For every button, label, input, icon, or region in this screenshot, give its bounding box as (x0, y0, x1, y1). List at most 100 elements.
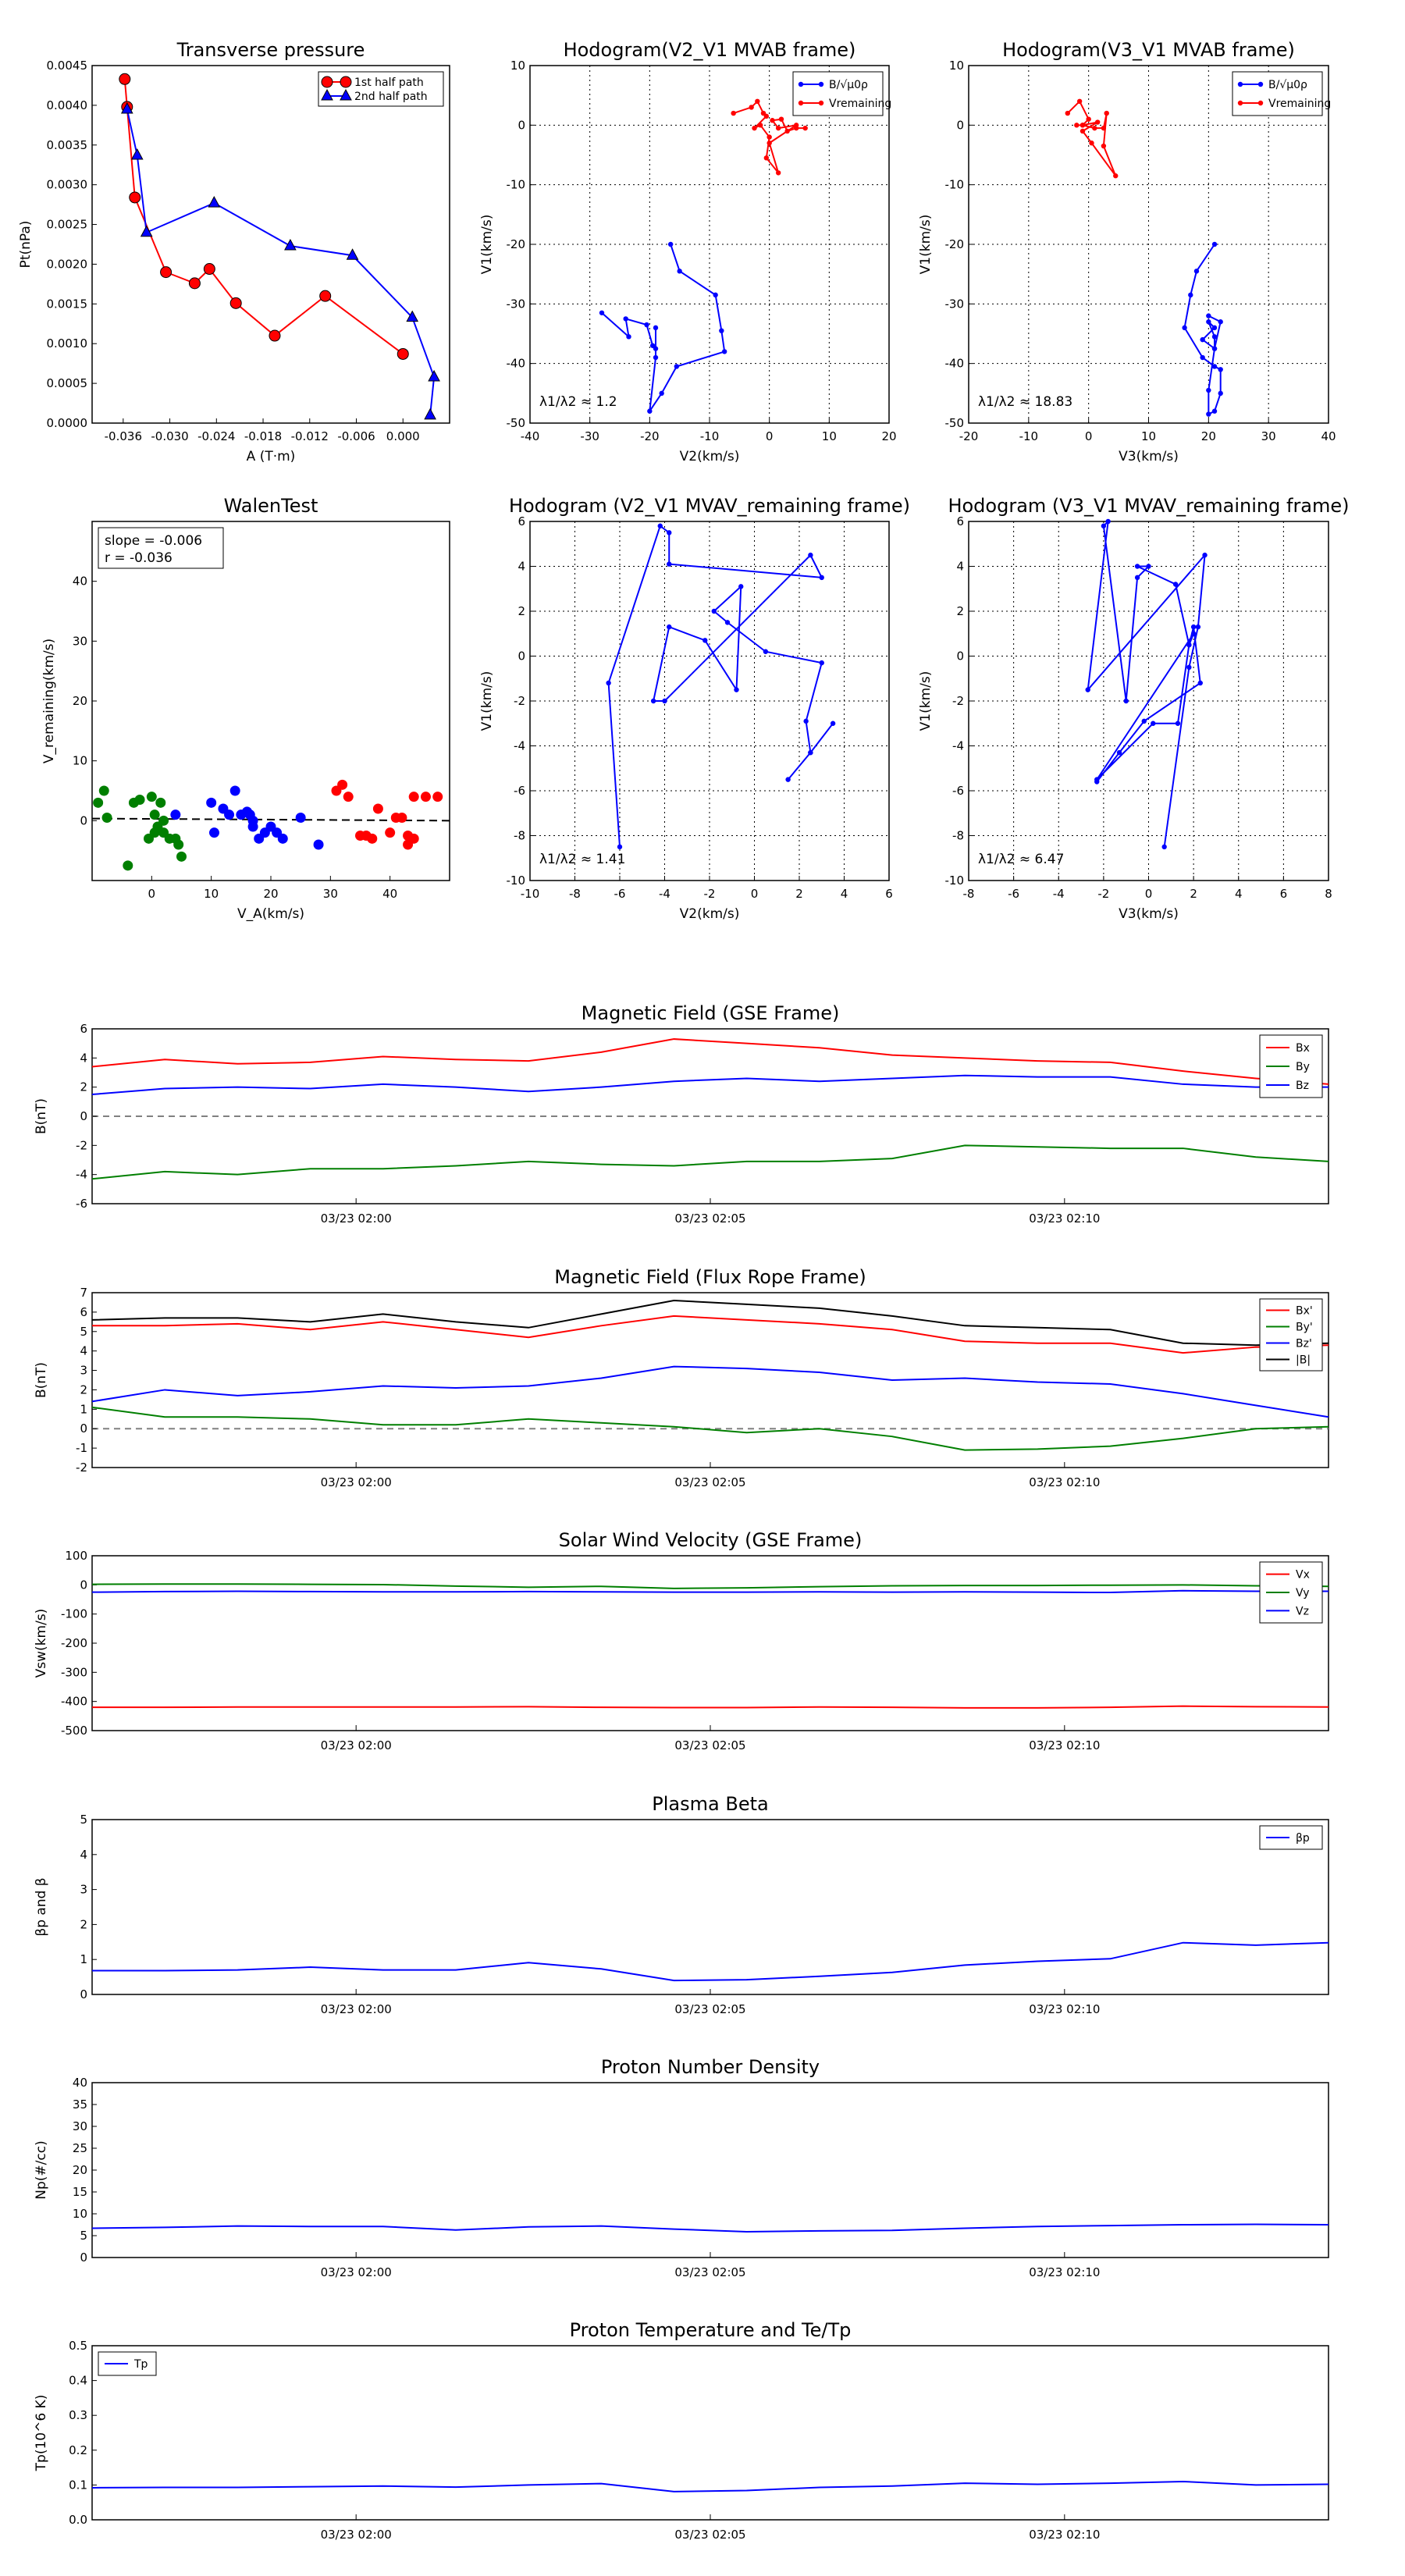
plasma_beta-xtick-label: 03/23 02:05 (674, 2002, 745, 2016)
mag_flux_rope-legend-label: Bx' (1296, 1305, 1313, 1318)
hodogram_v2_v1_mvav-point (606, 680, 611, 686)
hodogram_v2_v1_mvav-point (819, 575, 824, 581)
plasma_beta-ytick-label: 2 (80, 1917, 87, 1931)
mag_flux_rope-panel: -2 -1 0 1 2 3 4 5 6 7 03/23 02:00 03/23 02:05 03/23 … (34, 1266, 1329, 1489)
mag_gse-ytick-label: 6 (80, 1022, 87, 1036)
walen_test-ytick-label: 0 (80, 813, 87, 827)
hodogram_v2_v1_mvab-annotation: λ1/λ2 ≈ 1.2 (539, 394, 617, 410)
proton_temperature-xtick-label: 03/23 02:05 (674, 2528, 745, 2542)
transverse_pressure-legend-marker (340, 88, 352, 101)
hodogram_v3_v1_mvab-xtick-label: 30 (1261, 429, 1276, 443)
hodogram_v2_v1_mvav-point (830, 720, 836, 726)
hodogram_v3_v1_mvab-xtick-label: 0 (1085, 429, 1093, 443)
sw_velocity-legend-label: Vz (1296, 1605, 1309, 1617)
hodogram_v2_v1_mvab-point (649, 343, 656, 348)
hodogram_v2_v1_mvab-title: Hodogram(V2_V1 MVAB frame) (564, 39, 856, 61)
hodogram_v3_v1_mvab-xtick-label: -20 (959, 429, 979, 443)
proton_density-title: Proton Number Density (601, 2056, 820, 2078)
transverse_pressure-point (269, 329, 281, 342)
hodogram_v3_v1_mvav-point (1161, 844, 1167, 850)
hodogram_v3_v1_mvab-point (1076, 98, 1083, 104)
hodogram_v3_v1_mvav-point (1190, 631, 1197, 636)
proton_density-xtick-label: 03/23 02:00 (321, 2265, 392, 2279)
plasma_beta-panel: 0 1 2 3 4 5 03/23 02:00 03/23 02:05 03/23 02:10 P… (34, 1793, 1329, 2016)
hodogram_v2_v1_mvab-legend (792, 71, 884, 116)
hodogram_v3_v1_mvab-point (1089, 141, 1094, 146)
mag_flux_rope-xtick-label: 03/23 02:10 (1029, 1475, 1100, 1489)
walen_test-point (173, 839, 184, 850)
transverse_pressure-ytick-label: 0.0025 (47, 218, 88, 232)
transverse_pressure-point (130, 148, 144, 160)
hodogram_v3_v1_mvav-ytick-label: -2 (952, 694, 964, 708)
mag_gse-ytick-label: 4 (80, 1051, 87, 1065)
walen_test-point (372, 803, 383, 814)
hodogram_v3_v1_mvav-ylabel: V1(km/s) (918, 671, 934, 731)
walen_test-xtick-label: 10 (204, 887, 219, 901)
transverse_pressure-point (160, 266, 173, 279)
hodogram_v3_v1_mvav-point (1195, 624, 1201, 630)
transverse_pressure-xtick-label: -0.006 (337, 429, 375, 443)
walen_test-point (158, 827, 169, 838)
hodogram_v2_v1_mvav-ytick-label: 4 (518, 560, 525, 574)
hodogram_v2_v1_mvav-point (738, 584, 744, 589)
hodogram_v2_v1_mvav-point (803, 718, 809, 724)
walen_test-point (123, 860, 133, 871)
hodogram_v3_v1_mvav-point (1197, 680, 1203, 686)
transverse_pressure-point (428, 369, 440, 382)
hodogram_v3_v1_mvav-point (1202, 552, 1208, 558)
hodogram_v3_v1_mvab-legend-marker (1237, 81, 1243, 87)
hodogram_v3_v1_mvab-legend (1232, 71, 1323, 116)
hodogram_v2_v1_mvab-point (623, 316, 628, 322)
hodogram_v2_v1_mvav-xtick-label: -4 (659, 887, 670, 901)
hodogram_v3_v1_mvab-title: Hodogram(V3_V1 MVAB frame) (1002, 39, 1295, 61)
transverse_pressure-point (346, 248, 359, 260)
transverse_pressure-xtick-label: -0.030 (151, 429, 188, 443)
hodogram_v3_v1_mvab-point (1080, 128, 1086, 134)
mag_flux_rope-ytick-label: 4 (80, 1344, 87, 1358)
sw_velocity-xtick-label: 03/23 02:10 (1029, 1738, 1100, 1752)
hodogram_v2_v1_mvab-point (677, 269, 682, 274)
mag_flux_rope-xtick-label: 03/23 02:00 (321, 1475, 392, 1489)
hodogram_v2_v1_mvab-xtick-label: -40 (521, 429, 540, 443)
hodogram_v2_v1_mvav-point (724, 620, 731, 625)
walen_test-point (432, 792, 443, 802)
hodogram_v2_v1_mvav-ytick-label: 2 (518, 604, 525, 618)
mag_gse-xtick-label: 03/23 02:05 (674, 1212, 745, 1226)
hodogram_v3_v1_mvab-point (1101, 143, 1107, 149)
hodogram_v3_v1_mvav-xtick-label: 2 (1190, 887, 1197, 901)
hodogram_v3_v1_mvav-xtick-label: 8 (1325, 887, 1332, 901)
hodogram_v3_v1_mvav-ytick-label: 2 (956, 604, 964, 618)
hodogram_v2_v1_mvab-point (802, 125, 808, 131)
walen_test-ytick-label: 10 (73, 754, 87, 768)
mag_flux_rope-ytick-label: -1 (76, 1441, 87, 1455)
hodogram_v3_v1_mvav-ytick-label: 6 (956, 514, 964, 528)
proton_density-ylabel: Np(#/cc) (34, 2140, 49, 2199)
mag_flux_rope-ytick-label: -2 (76, 1461, 87, 1475)
hodogram_v2_v1_mvav-ytick-label: -2 (514, 694, 525, 708)
walen_test-point (170, 809, 181, 820)
walen_test-xtick-label: 20 (263, 887, 278, 901)
sw_velocity-legend-label: Vx (1296, 1569, 1310, 1582)
proton_density-ytick-label: 10 (73, 2207, 87, 2221)
transverse_pressure-legend-marker (321, 76, 333, 88)
hodogram_v2_v1_mvav-xtick-label: 0 (751, 887, 759, 901)
proton_temperature-legend-label: Tp (133, 2358, 148, 2371)
transverse_pressure-series-line (126, 109, 436, 415)
mag_gse-series-line (91, 1144, 1329, 1180)
walen_test-point (149, 809, 160, 820)
transverse_pressure-ytick-label: 0.0040 (47, 98, 88, 112)
walen_test-annotation: r = -0.036 (105, 550, 173, 566)
hodogram_v2_v1_mvav-ytick-label: 0 (518, 649, 525, 664)
proton_temperature-title: Proton Temperature and Te/Tp (570, 2319, 852, 2341)
hodogram_v2_v1_mvab-legend-marker (798, 81, 804, 87)
mag_gse-legend-label: By (1296, 1061, 1310, 1073)
transverse_pressure-point (203, 263, 215, 276)
walen_test-xtick-label: 0 (148, 887, 156, 901)
transverse_pressure-legend-marker (340, 76, 352, 88)
mag_gse-legend-label: Bz (1296, 1080, 1309, 1092)
walen_test-point (313, 839, 324, 850)
hodogram_v3_v1_mvav-point (1134, 575, 1140, 581)
hodogram_v2_v1_mvav-point (617, 844, 623, 850)
sw_velocity-ytick-label: -400 (61, 1695, 87, 1709)
